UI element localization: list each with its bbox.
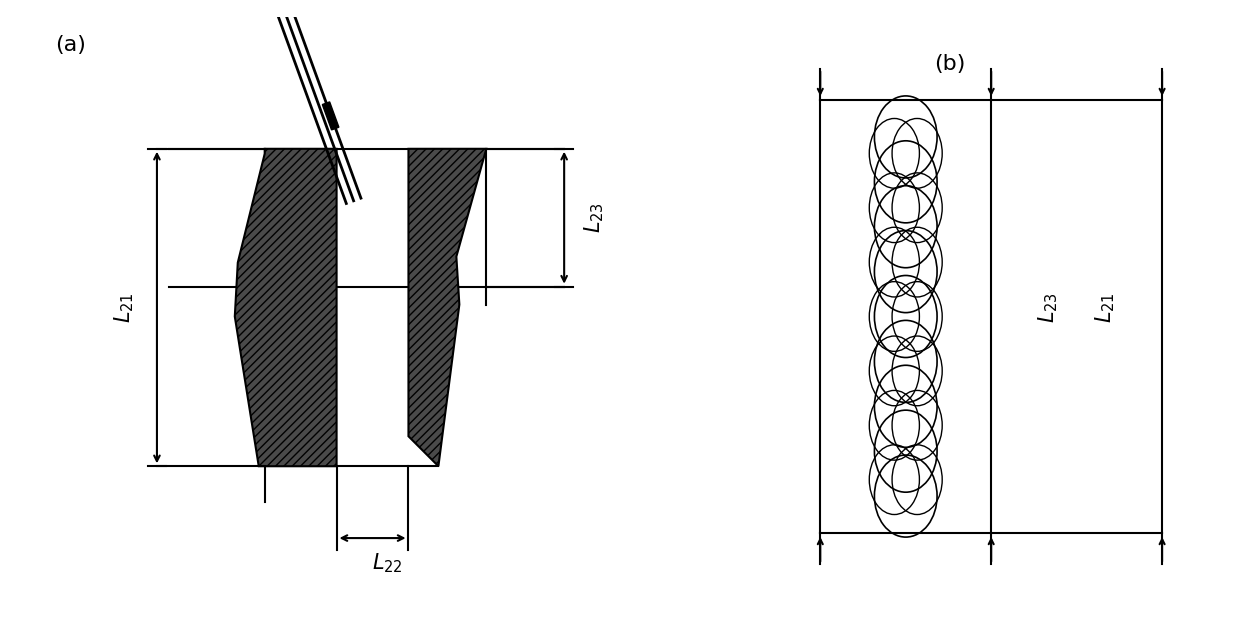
Text: (b): (b) [934, 54, 965, 75]
Polygon shape [322, 102, 339, 130]
Text: $L_{23}$: $L_{23}$ [1036, 292, 1061, 323]
Polygon shape [235, 149, 337, 467]
Text: $L_{23}$: $L_{23}$ [582, 202, 606, 233]
Polygon shape [409, 149, 486, 467]
Text: $L_{22}$: $L_{22}$ [372, 551, 403, 575]
Text: (a): (a) [55, 35, 85, 55]
Text: $L_{21}$: $L_{21}$ [113, 292, 136, 323]
Text: $L_{21}$: $L_{21}$ [1093, 292, 1116, 323]
